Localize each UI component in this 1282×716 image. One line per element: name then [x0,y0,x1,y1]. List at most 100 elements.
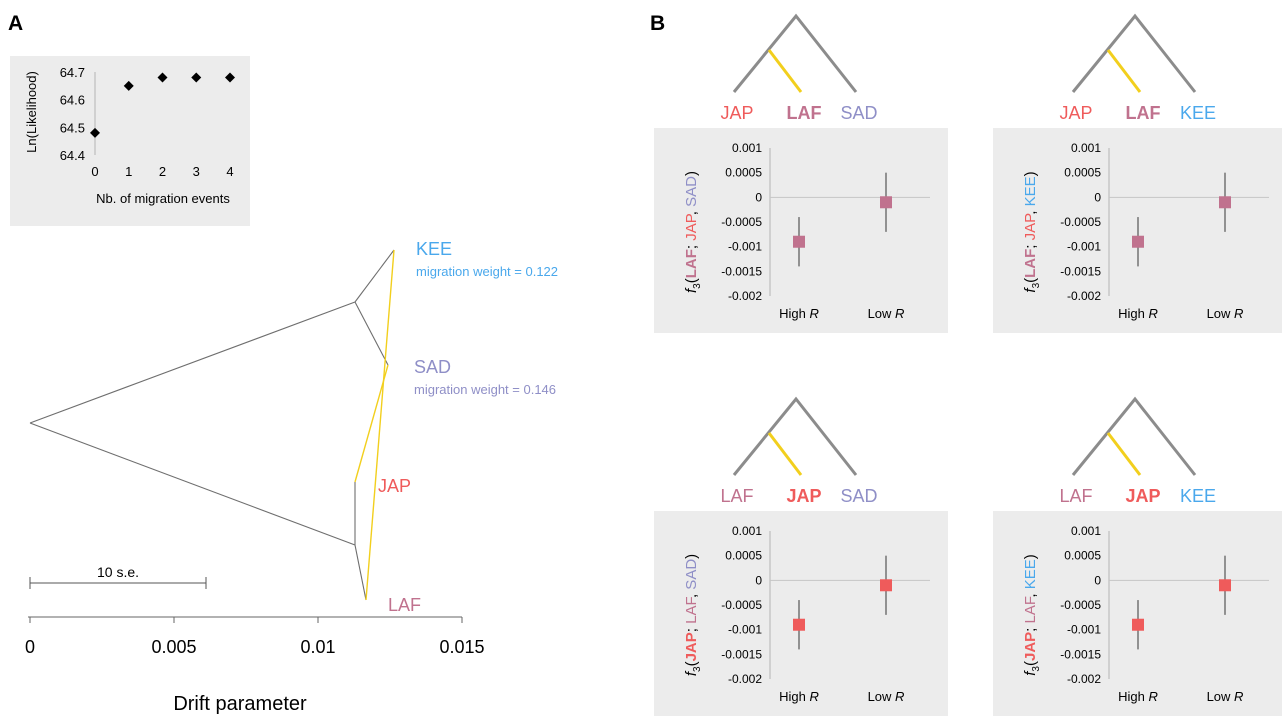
inset-point [90,127,100,138]
mini-tree: JAP LAF SAD [720,13,878,123]
mini-tree-outer [732,13,858,93]
migration-sad-to-jap [354,364,389,483]
f3-y-tick-label: 0 [1094,190,1101,204]
f3-point [793,618,805,631]
mini-tree: LAF JAP SAD [720,396,878,506]
f3-plot-background [654,511,948,716]
tree-branches [29,249,395,601]
mini-tree-admixed-branch [1106,432,1142,476]
f3-plot-background [654,128,948,333]
drift-x-tick-label: 0.005 [151,637,196,657]
f3-y-label: f3(LAF; JAP, KEE) [1022,171,1042,292]
branch-upper-sad [354,301,389,366]
likelihood-inset: Ln(Likelihood) Nb. of migration events 6… [10,56,250,226]
f3-y-tick-label: -0.002 [1067,289,1101,303]
f3-y-tick-label: 0.0005 [725,549,762,563]
f3-y-label: f3(JAP; LAF, SAD) [683,554,703,676]
f3-x-tick-label: High R [1118,306,1158,321]
inset-x-label: Nb. of migration events [96,191,230,206]
mini-tree-label: JAP [786,486,821,506]
mini-tree-admixed-branch [1106,49,1142,93]
branch-upper-kee [354,249,395,303]
f3-y-tick-label: -0.001 [728,240,762,254]
f3-point [1132,618,1144,631]
f3-y-tick-label: 0.001 [732,141,762,155]
f3-y-tick-label: 0.0005 [1064,549,1101,563]
f3-y-tick-label: -0.001 [728,623,762,637]
f3-y-tick-label: -0.0015 [1060,264,1101,278]
mini-tree-label: SAD [840,103,877,123]
f3-quadrant: LAF JAP KEE f3(JAP; LAF, KEE) 0.001 0.0005 0 -0… [993,396,1282,716]
f3-y-tick-label: -0.0015 [721,647,762,661]
f3-point [880,196,892,209]
f3-x-tick-label: High R [1118,689,1158,704]
f3-x-tick-label: High R [779,689,819,704]
leaf-laf: LAF [388,595,421,615]
f3-y-tick-label: -0.0005 [721,598,762,612]
f3-x-tick-label: High R [779,306,819,321]
f3-x-tick-label: Low R [868,306,905,321]
inset-x-tick-label: 2 [159,164,166,179]
migration-edges [354,249,395,601]
mini-tree-label: JAP [1125,486,1160,506]
f3-x-tick-label: Low R [1207,306,1244,321]
f3-point [1132,235,1144,248]
leaf-sad-weight: migration weight = 0.146 [414,382,556,397]
f3-y-label: f3(JAP; LAF, KEE) [1022,554,1042,675]
inset-x-tick-label: 1 [125,164,132,179]
inset-x-tick-label: 0 [91,164,98,179]
inset-y-tick-label: 64.4 [60,148,85,163]
f3-point [1219,196,1231,209]
f3-quadrant: JAP LAF SAD f3(LAF; JAP, SAD) 0.001 0.0005 0 -0… [654,13,948,333]
f3-point [1219,579,1231,592]
inset-point [225,72,235,83]
f3-x-tick-label: Low R [1207,689,1244,704]
scale-bar-label: 10 s.e. [97,564,139,580]
leaf-kee-weight: migration weight = 0.122 [416,264,558,279]
f3-y-tick-label: 0.001 [1071,524,1101,538]
f3-y-tick-label: -0.002 [1067,672,1101,686]
f3-y-tick-label: 0 [755,190,762,204]
panel-b-letter: B [650,12,665,35]
f3-quadrant: JAP LAF KEE f3(LAF; JAP, KEE) 0.001 0.0005 0 -0… [993,13,1282,333]
inset-y-label: Ln(Likelihood) [24,71,39,153]
f3-quadrant: LAF JAP SAD f3(JAP; LAF, SAD) 0.001 0.0005 0 -0… [654,396,948,716]
mini-tree-label: KEE [1180,103,1216,123]
f3-y-tick-label: 0.001 [732,524,762,538]
f3-point [880,579,892,592]
f3-y-tick-label: -0.0005 [1060,598,1101,612]
f3-y-tick-label: -0.0005 [721,215,762,229]
drift-x-tick-label: 0 [25,637,35,657]
f3-y-tick-label: -0.0005 [1060,215,1101,229]
mini-tree-label: SAD [840,486,877,506]
mini-tree-label: JAP [1059,103,1092,123]
mini-tree: JAP LAF KEE [1059,13,1216,123]
f3-y-tick-label: -0.001 [1067,240,1101,254]
mini-tree-label: LAF [1126,103,1161,123]
f3-y-tick-label: 0 [755,573,762,587]
f3-y-tick-label: -0.001 [1067,623,1101,637]
mini-tree-label: LAF [787,103,822,123]
f3-y-label: f3(LAF; JAP, SAD) [683,171,703,293]
inset-point [123,80,134,91]
f3-y-tick-label: 0.0005 [1064,166,1101,180]
mini-tree-outer [732,396,858,476]
inset-x-tick-label: 4 [226,164,233,179]
migration-kee-to-laf [365,249,395,601]
drift-x-tick-label: 0.015 [439,637,484,657]
f3-y-tick-label: -0.0015 [721,264,762,278]
branch-lower-laf [354,544,367,601]
drift-x-tick-label: 0.01 [300,637,335,657]
leaf-jap: JAP [378,476,411,496]
f3-y-tick-label: -0.0015 [1060,647,1101,661]
mini-tree-label: KEE [1180,486,1216,506]
mini-tree-admixed-branch [767,49,803,93]
mini-tree-label: LAF [1059,486,1092,506]
f3-y-tick-label: -0.002 [728,672,762,686]
panel-a-letter: A [8,12,23,35]
branch-root-lower [29,422,356,546]
mini-tree-label: LAF [720,486,753,506]
inset-point [191,72,202,83]
mini-tree: LAF JAP KEE [1059,396,1216,506]
